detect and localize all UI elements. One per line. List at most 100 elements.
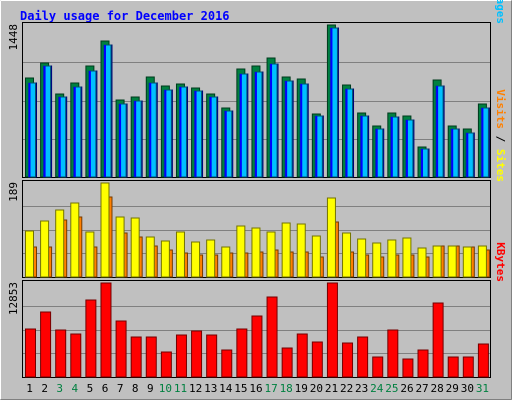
bar-files-core-day-2 bbox=[43, 66, 46, 177]
bar-files-core-day-19 bbox=[300, 84, 303, 177]
bar-kbytes-day-5 bbox=[85, 299, 97, 378]
bar-sites-day-11 bbox=[175, 231, 185, 278]
panel-legend: Hits / Files / Pages bbox=[494, 0, 507, 24]
bar-sites-day-10 bbox=[160, 240, 170, 278]
bar-files-core-day-27 bbox=[421, 149, 424, 177]
bar-files-core-day-11 bbox=[179, 87, 182, 177]
x-tick-label-22: 22 bbox=[340, 382, 353, 395]
x-tick-label-1: 1 bbox=[26, 382, 33, 395]
bar-sites-day-19 bbox=[296, 223, 306, 278]
x-tick-label-14: 14 bbox=[219, 382, 233, 395]
bar-files-core-day-15 bbox=[239, 74, 242, 177]
bar-sites-day-24 bbox=[372, 242, 382, 278]
x-tick-label-20: 20 bbox=[310, 382, 323, 395]
bar-sites-day-14 bbox=[221, 246, 231, 278]
bar-kbytes-day-11 bbox=[175, 334, 187, 378]
x-tick-label-29: 29 bbox=[446, 382, 459, 395]
bar-files-core-day-18 bbox=[285, 81, 288, 177]
bar-kbytes-day-6 bbox=[100, 282, 112, 378]
x-tick-label-23: 23 bbox=[355, 382, 368, 395]
bar-files-core-day-5 bbox=[88, 71, 91, 177]
x-tick-label-5: 5 bbox=[87, 382, 94, 395]
bar-kbytes-day-21 bbox=[326, 282, 338, 378]
bar-kbytes-day-27 bbox=[417, 349, 429, 378]
bar-kbytes-day-4 bbox=[70, 333, 82, 378]
bar-kbytes-day-2 bbox=[40, 311, 52, 378]
bar-sites-day-30 bbox=[462, 246, 472, 278]
bar-files-core-day-4 bbox=[73, 87, 76, 177]
legend-kbytes: KBytes bbox=[494, 242, 507, 282]
bar-sites-day-13 bbox=[206, 239, 216, 278]
chart-panels: 1448 Hits / Files / Pages 189 Visits / Site… bbox=[7, 0, 507, 378]
x-tick-label-15: 15 bbox=[234, 382, 247, 395]
bar-files-core-day-14 bbox=[224, 111, 227, 177]
x-tick-label-26: 26 bbox=[400, 382, 413, 395]
bar-files-core-day-30 bbox=[466, 133, 469, 177]
bar-sites-day-18 bbox=[281, 222, 291, 278]
x-tick-label-11: 11 bbox=[174, 382, 187, 395]
x-tick-label-17: 17 bbox=[264, 382, 277, 395]
panel-top: 1448 Hits / Files / Pages bbox=[7, 0, 507, 178]
bar-files-core-day-10 bbox=[164, 90, 167, 177]
bar-sites-day-3 bbox=[55, 209, 65, 278]
bar-kbytes-day-14 bbox=[221, 349, 233, 378]
panel-legend: KBytes bbox=[494, 242, 507, 282]
panel-middle: 189 Visits / Sites bbox=[7, 89, 507, 278]
bar-kbytes-day-22 bbox=[342, 342, 354, 378]
x-tick-label-24: 24 bbox=[370, 382, 384, 395]
x-tick-label-19: 19 bbox=[295, 382, 308, 395]
bar-kbytes-day-1 bbox=[25, 328, 36, 378]
chart-title: Daily usage for December 2016 bbox=[20, 9, 230, 23]
bar-sites-day-7 bbox=[115, 216, 125, 278]
bar-kbytes-day-10 bbox=[160, 351, 172, 378]
x-tick-label-12: 12 bbox=[189, 382, 202, 395]
bar-kbytes-day-20 bbox=[311, 341, 323, 378]
x-tick-label-16: 16 bbox=[249, 382, 262, 395]
x-tick-label-27: 27 bbox=[415, 382, 428, 395]
bar-files-core-day-6 bbox=[103, 45, 106, 177]
bar-sites-day-29 bbox=[447, 245, 457, 278]
bar-files-core-day-29 bbox=[451, 129, 454, 177]
legend-separator: / bbox=[494, 129, 507, 149]
bar-kbytes-day-29 bbox=[447, 356, 459, 378]
bar-kbytes-day-7 bbox=[115, 320, 127, 378]
bar-files-core-day-24 bbox=[375, 129, 378, 177]
bar-kbytes-day-26 bbox=[402, 358, 414, 378]
x-tick-label-30: 30 bbox=[461, 382, 474, 395]
bar-files-core-day-12 bbox=[194, 91, 197, 177]
x-tick-label-7: 7 bbox=[117, 382, 124, 395]
bar-sites-day-23 bbox=[357, 238, 367, 278]
x-tick-label-4: 4 bbox=[72, 382, 79, 395]
x-axis-labels: 1 2 3 4 5 6 7 8 9 10 11 12 13 14 15 16 17 18 19 20 21 22 23 24 2… bbox=[26, 382, 489, 395]
panel-max-label: 189 bbox=[7, 182, 20, 202]
bar-kbytes-day-15 bbox=[236, 328, 248, 378]
bar-kbytes-day-13 bbox=[206, 334, 218, 378]
panel-max-label: 1448 bbox=[7, 24, 20, 51]
bar-sites-day-16 bbox=[251, 227, 261, 278]
bar-sites-day-1 bbox=[25, 230, 34, 278]
bar-sites-day-28 bbox=[432, 245, 442, 278]
bar-kbytes-day-16 bbox=[251, 315, 263, 378]
bar-kbytes-day-30 bbox=[462, 356, 474, 378]
x-tick-label-28: 28 bbox=[431, 382, 444, 395]
bar-files-core-day-28 bbox=[436, 86, 439, 177]
x-tick-label-13: 13 bbox=[204, 382, 217, 395]
bar-files-core-day-21 bbox=[330, 28, 333, 177]
bar-sites-day-5 bbox=[85, 231, 95, 278]
bar-sites-day-4 bbox=[70, 202, 80, 278]
x-tick-label-8: 8 bbox=[132, 382, 139, 395]
x-tick-label-6: 6 bbox=[102, 382, 109, 395]
x-tick-label-3: 3 bbox=[56, 382, 63, 395]
bar-kbytes-day-3 bbox=[55, 329, 67, 378]
bar-kbytes-day-25 bbox=[387, 329, 399, 378]
bar-files-core-day-9 bbox=[149, 83, 152, 177]
bar-files-core-day-13 bbox=[209, 97, 212, 177]
panel-legend: Visits / Sites bbox=[494, 89, 507, 182]
bar-files-core-day-23 bbox=[360, 116, 363, 177]
bar-kbytes-day-28 bbox=[432, 302, 444, 378]
x-tick-label-18: 18 bbox=[280, 382, 293, 395]
bar-sites-day-31 bbox=[477, 245, 487, 278]
legend-pages: Pages bbox=[494, 0, 507, 24]
bar-sites-day-2 bbox=[40, 220, 50, 278]
